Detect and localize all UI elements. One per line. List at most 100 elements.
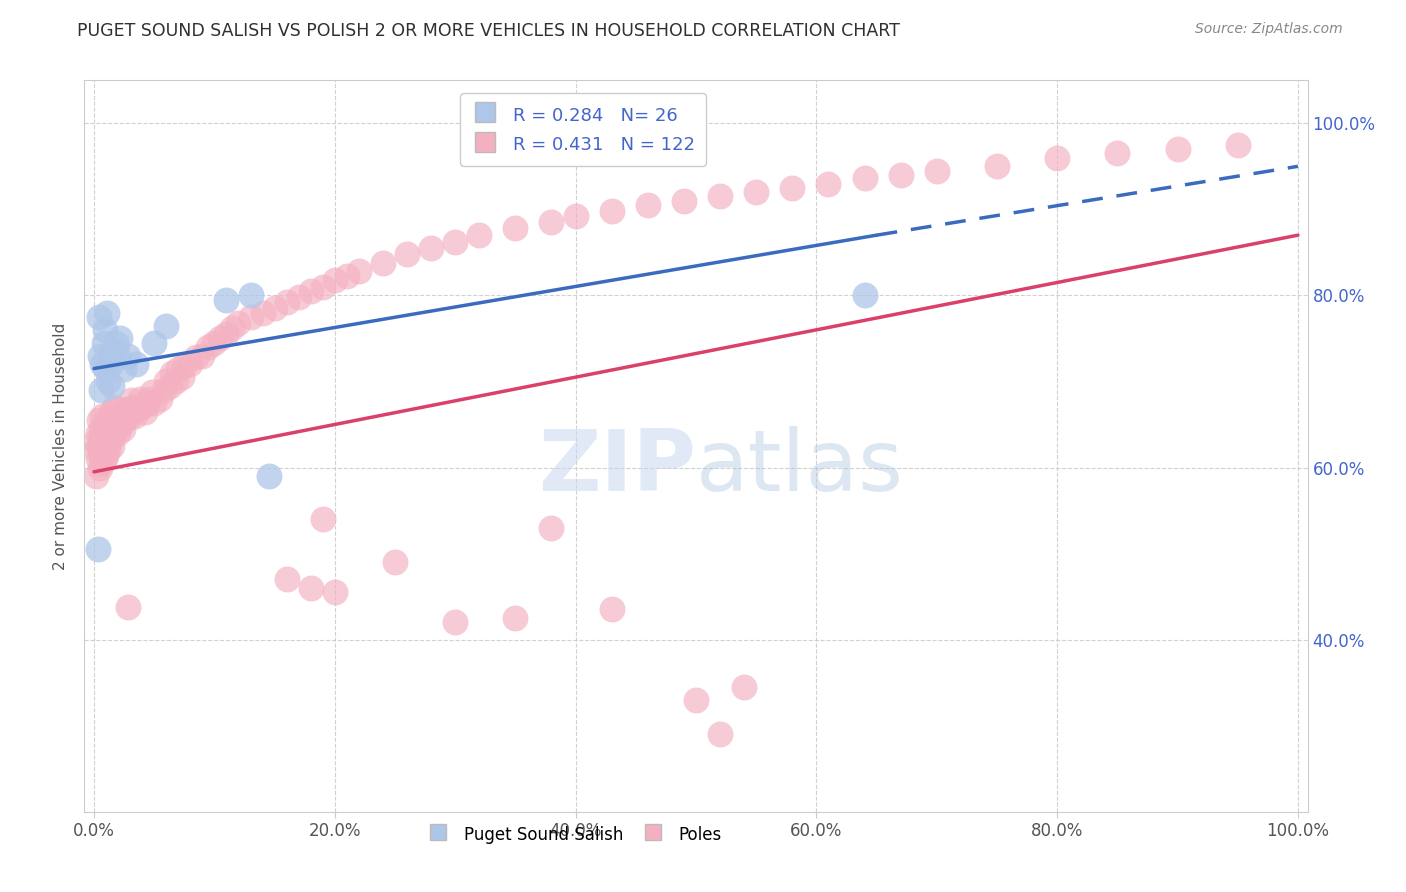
Point	[91, 430, 114, 444]
Point	[107, 349, 129, 363]
Point	[986, 159, 1008, 173]
Point	[94, 361, 117, 376]
Point	[143, 396, 166, 410]
Point	[91, 357, 114, 371]
Point	[98, 349, 121, 363]
Point	[672, 194, 695, 208]
Point	[94, 451, 117, 466]
Y-axis label: 2 or more Vehicles in Household: 2 or more Vehicles in Household	[53, 322, 69, 570]
Text: ZIP: ZIP	[538, 426, 696, 509]
Point	[505, 611, 527, 625]
Point	[117, 599, 139, 614]
Point	[128, 392, 150, 406]
Text: PUGET SOUND SALISH VS POLISH 2 OR MORE VEHICLES IN HOUSEHOLD CORRELATION CHART: PUGET SOUND SALISH VS POLISH 2 OR MORE V…	[77, 22, 900, 40]
Point	[103, 417, 125, 432]
Point	[98, 434, 121, 449]
Point	[94, 323, 117, 337]
Point	[136, 396, 159, 410]
Point	[112, 404, 135, 418]
Point	[97, 375, 120, 389]
Point	[89, 434, 111, 449]
Point	[124, 409, 146, 423]
Point	[86, 542, 108, 557]
Text: Source: ZipAtlas.com: Source: ZipAtlas.com	[1195, 22, 1343, 37]
Point	[107, 402, 129, 417]
Point	[1107, 146, 1129, 161]
Point	[94, 413, 117, 427]
Point	[540, 521, 562, 535]
Point	[299, 581, 322, 595]
Point	[155, 318, 177, 333]
Point	[637, 198, 659, 212]
Point	[287, 290, 309, 304]
Point	[86, 426, 108, 441]
Point	[179, 357, 201, 371]
Point	[87, 439, 110, 453]
Point	[371, 256, 394, 270]
Point	[120, 409, 142, 423]
Point	[257, 469, 280, 483]
Point	[1167, 142, 1189, 156]
Point	[87, 413, 110, 427]
Point	[100, 426, 122, 441]
Point	[186, 351, 208, 365]
Point	[127, 402, 149, 417]
Point	[384, 555, 406, 569]
Point	[97, 443, 120, 458]
Point	[84, 434, 107, 449]
Legend: Puget Sound Salish, Poles: Puget Sound Salish, Poles	[419, 817, 728, 851]
Point	[143, 335, 166, 350]
Point	[89, 443, 111, 458]
Point	[685, 693, 707, 707]
Point	[90, 448, 112, 462]
Point	[215, 293, 238, 307]
Point	[138, 392, 160, 406]
Point	[170, 370, 193, 384]
Point	[98, 413, 121, 427]
Point	[141, 384, 163, 399]
Point	[155, 375, 177, 389]
Point	[173, 359, 195, 373]
Point	[228, 316, 250, 330]
Point	[540, 215, 562, 229]
Point	[853, 288, 876, 302]
Point	[347, 264, 370, 278]
Point	[134, 404, 156, 418]
Point	[312, 280, 335, 294]
Point	[853, 171, 876, 186]
Point	[111, 422, 134, 436]
Point	[215, 327, 238, 342]
Point	[600, 602, 623, 616]
Point	[93, 443, 115, 458]
Point	[101, 419, 124, 434]
Point	[125, 357, 148, 371]
Point	[209, 331, 232, 345]
Point	[167, 361, 190, 376]
Point	[159, 378, 181, 392]
Point	[239, 310, 262, 324]
Point	[96, 439, 118, 453]
Point	[162, 366, 184, 380]
Point	[87, 310, 110, 324]
Point	[468, 228, 491, 243]
Point	[110, 331, 132, 345]
Point	[131, 401, 153, 415]
Point	[112, 361, 135, 376]
Point	[1226, 137, 1249, 152]
Point	[323, 585, 346, 599]
Point	[121, 401, 143, 415]
Point	[117, 349, 139, 363]
Point	[101, 439, 124, 453]
Point	[1046, 151, 1069, 165]
Point	[733, 680, 755, 694]
Point	[91, 456, 114, 470]
Point	[86, 469, 108, 483]
Point	[94, 430, 117, 444]
Point	[89, 460, 111, 475]
Point	[86, 443, 108, 458]
Point	[239, 288, 262, 302]
Point	[817, 177, 839, 191]
Text: atlas: atlas	[696, 426, 904, 509]
Point	[420, 241, 443, 255]
Point	[120, 393, 142, 408]
